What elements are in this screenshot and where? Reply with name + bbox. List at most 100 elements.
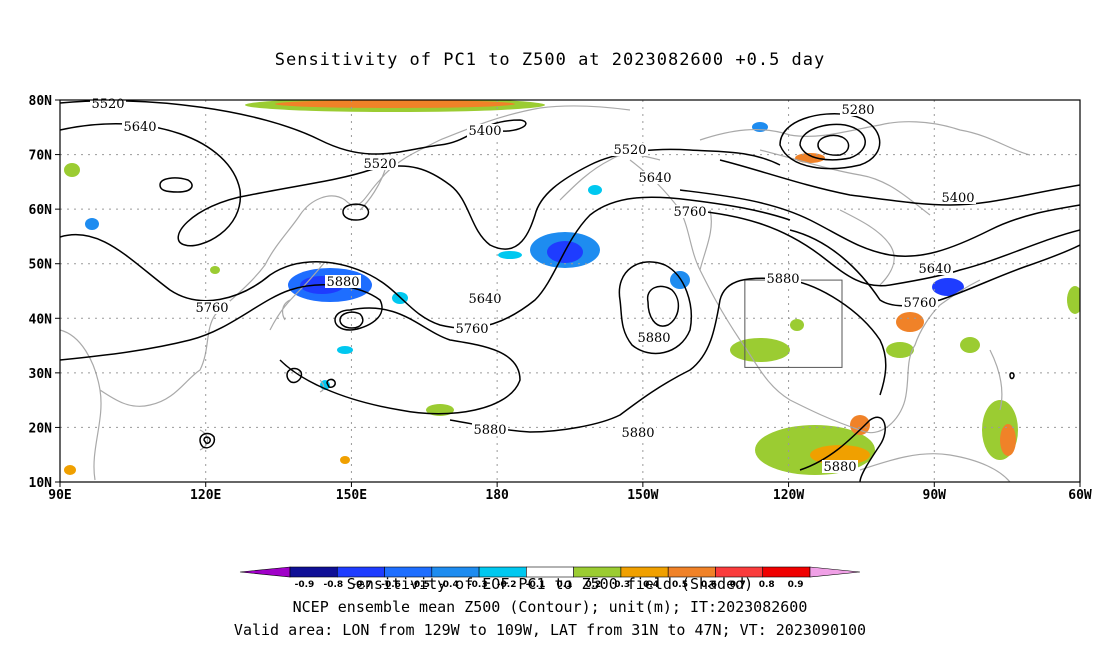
contour-5520 [60,100,527,155]
green-blob [340,456,350,464]
contour-5760-w [60,196,791,329]
samerica-coast [859,349,1011,482]
hudson-coast [839,209,895,286]
map-frame [59,99,1081,483]
contour-small-4 [286,367,303,384]
caption-contour: NCEP ensemble mean Z500 (Contour); unit(… [292,598,808,616]
contour-small-2 [342,203,370,221]
arctic-coast [699,121,1031,216]
lon-tick-label: 60W [1068,488,1092,503]
coastlines [60,105,1031,482]
blue-blob [670,271,690,289]
contour-labels: 5520 5640 5400 5520 5520 5640 5760 5280 5400 5640… [90,97,976,475]
contour-small-5 [326,378,336,388]
contour-label-bg [612,143,648,156]
caption-valid-area: Valid area: LON from 129W to 109W, LAT f… [233,621,867,639]
orange-blob [275,100,515,108]
green-blob [730,338,790,362]
colorbar-tick-label: 0.2 [585,580,601,590]
contour-label-bg [902,296,938,309]
contour-5400-e [719,159,1080,206]
orange-blob [1000,424,1016,456]
contour-label-bg [822,460,858,473]
contour-label: 5640 [468,292,501,307]
lat-tick-label: 50N [29,258,53,273]
contour-label-bg [467,292,503,305]
contour-label: 5640 [638,171,671,186]
green-blob [960,337,980,353]
blue-blob [932,278,964,296]
contour-label-bg [840,103,876,116]
colorbar-tick-label: -0.5 [410,580,430,590]
contour-label-bg [472,423,508,436]
blue-blob [588,185,602,195]
lon-tick-label: 120W [773,488,804,503]
colorbar-tick-label: 0.1 [556,580,572,590]
contour-label-bg [454,322,490,335]
contour-label-bg [672,205,708,218]
contour-label-bg [194,301,230,314]
lat-tick-label: 70N [29,149,53,164]
contour-label: 5760 [455,322,488,337]
contour-inner-low [817,134,850,156]
blue-blob [337,346,353,354]
colorbar-tick-label: -0.8 [323,580,343,590]
contour-label-bg [940,191,976,204]
contour-5880-s [449,277,887,433]
grid-lines [60,100,1081,482]
namerica-coast [629,159,981,434]
colorbar-tick-label: -0.6 [381,580,401,590]
contour-5400-low [799,123,866,161]
lon-tick-label: 150E [336,488,367,503]
contour-small-1 [159,177,193,193]
colorbar-tick-label: 0.7 [730,580,746,590]
green-blob [886,342,914,358]
contour-label-bg [636,331,672,344]
contour-label: 5400 [468,124,501,139]
lat-tick-label: 40N [29,312,53,327]
contour-label: 5880 [637,331,670,346]
contour-label-bg [637,171,673,184]
blue-blob [85,218,99,230]
contour-5880-w [60,284,521,415]
colorbar-max-arrow [809,566,861,578]
page-title: Sensitivity of PC1 to Z500 at 2023082600… [274,50,826,70]
contour-5640-w [60,123,781,250]
blue-blob [498,251,522,259]
longitude-labels: 90E 120E 150E 180 150W 120W 90W 60W [48,482,1092,503]
lat-tick-label: 60N [29,203,53,218]
contour-label: 5280 [841,103,874,118]
orange-blob [795,153,825,163]
contour-small-8 [1009,372,1015,380]
lat-tick-label: 30N [29,367,53,382]
colorbar-tick-label: 0.6 [701,580,717,590]
contour-label: 5880 [326,275,359,290]
colorbar-tick-label: -0.7 [352,580,372,590]
lon-tick-label: 90E [48,488,71,503]
contour-5640-e [689,209,1080,287]
green-blob [1067,286,1080,314]
contour-label: 5760 [903,296,936,311]
contour-label: 5520 [363,157,396,172]
contour-5760-low [618,261,692,355]
colorbar-tick-label: -0.9 [295,580,315,590]
contour-small-3 [339,311,364,329]
contour-label: 5760 [673,205,706,220]
lat-tick-label: 80N [29,94,53,109]
contour-label-bg [917,262,953,275]
contour-label: 5640 [123,120,156,135]
colorbar-tick-label: -0.1 [526,580,546,590]
contour-label-bg [362,157,398,170]
contour-5880-mex [799,416,886,482]
green-blob [64,163,80,177]
contour-label: 5760 [195,301,228,316]
colorbar-tick-label: -0.4 [439,580,459,590]
contour-small-6 [199,432,216,449]
contour-label: 5880 [473,423,506,438]
lon-tick-label: 150W [627,488,658,503]
contour-label: 5640 [918,262,951,277]
contour-label-bg [765,272,801,285]
contour-5520-e [679,189,1080,258]
contour-small-7 [203,436,211,444]
